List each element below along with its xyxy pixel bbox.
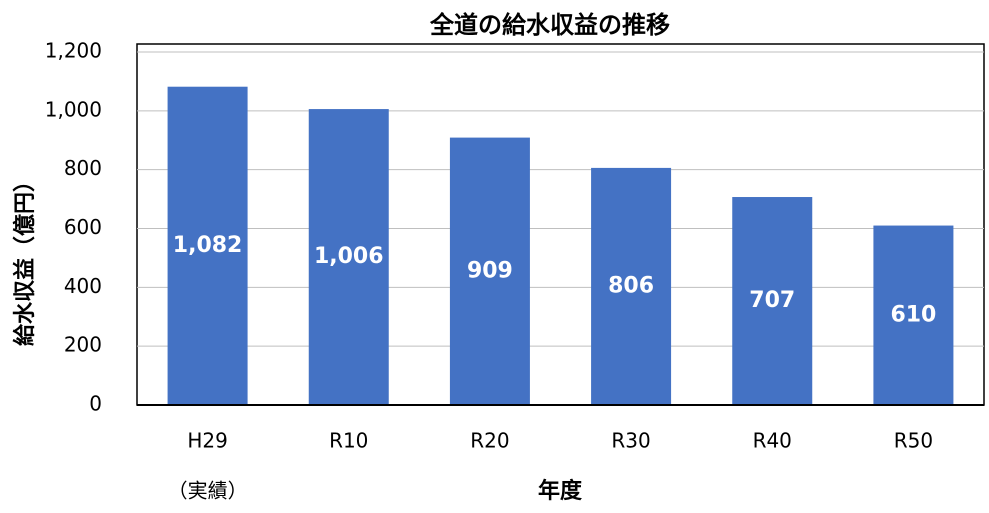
y-tick-label: 800 bbox=[64, 156, 102, 180]
x-tick-label: R10 bbox=[329, 429, 368, 453]
bar bbox=[591, 167, 672, 405]
data-label: 806 bbox=[608, 273, 654, 298]
bar bbox=[732, 197, 813, 405]
y-tick-label: 200 bbox=[64, 333, 102, 357]
bar bbox=[308, 109, 389, 406]
x-tick-label: H29 bbox=[187, 429, 228, 453]
bar bbox=[873, 225, 954, 405]
y-tick-label: 600 bbox=[64, 215, 102, 239]
x-axis-label: 年度 bbox=[538, 478, 583, 504]
x-tick-label: R20 bbox=[470, 429, 509, 453]
y-tick-label: 400 bbox=[64, 274, 102, 298]
data-label: 1,082 bbox=[173, 233, 243, 258]
y-tick-label: 1,000 bbox=[45, 97, 102, 121]
data-label: 1,006 bbox=[314, 244, 384, 269]
bar bbox=[449, 137, 530, 406]
chart-title: 全道の給水収益の推移 bbox=[429, 11, 670, 39]
x-tick-label: R50 bbox=[894, 429, 933, 453]
category-annotation: （実績） bbox=[168, 479, 248, 503]
data-label: 707 bbox=[749, 288, 795, 313]
x-tick-label: R30 bbox=[611, 429, 650, 453]
data-label: 610 bbox=[890, 302, 936, 327]
y-tick-label: 0 bbox=[89, 392, 102, 416]
x-tick-label: R40 bbox=[753, 429, 792, 453]
bar bbox=[167, 86, 248, 405]
data-label: 909 bbox=[467, 258, 513, 283]
plot-frame bbox=[136, 43, 985, 406]
y-tick-label: 1,200 bbox=[45, 39, 102, 63]
y-axis-label: 給水収益（億円） bbox=[12, 170, 38, 346]
